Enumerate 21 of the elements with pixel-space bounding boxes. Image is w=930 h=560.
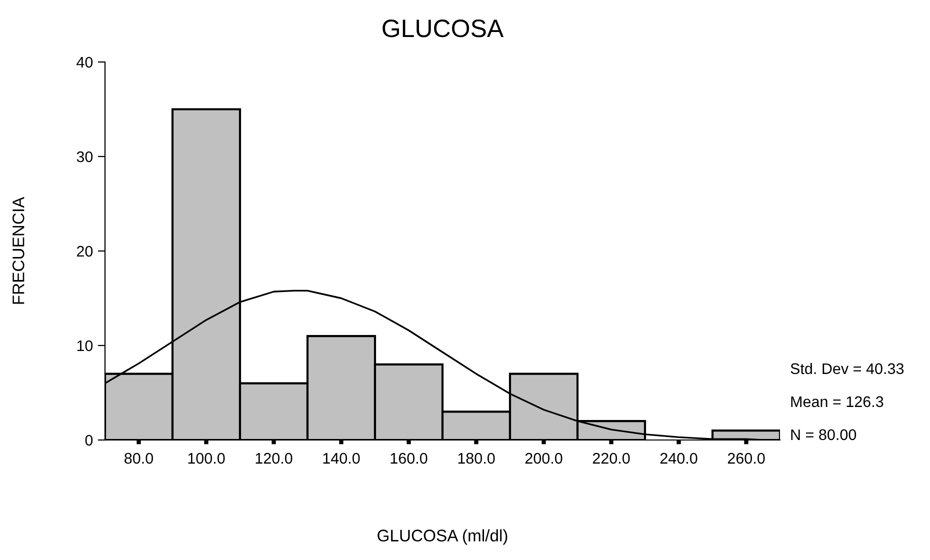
x-tick-label: 220.0 bbox=[592, 452, 630, 464]
x-tick-label: 240.0 bbox=[660, 452, 698, 464]
x-tick-label: 160.0 bbox=[390, 452, 428, 464]
x-tick-label: 140.0 bbox=[323, 452, 360, 464]
y-tick-label: 0 bbox=[85, 434, 93, 446]
y-axis-title: FRECUENCIA bbox=[12, 196, 24, 304]
x-tick-label: 120.0 bbox=[256, 452, 292, 464]
x-tick-label: 260.0 bbox=[728, 452, 765, 464]
y-tick-label: 40 bbox=[76, 56, 93, 68]
y-tick-label: 30 bbox=[76, 151, 93, 162]
y-tick-label: 20 bbox=[76, 246, 93, 257]
y-tick-label: 10 bbox=[77, 340, 93, 352]
text: Mean = 126.3 bbox=[791, 396, 884, 408]
text: N = 80.00 bbox=[791, 429, 856, 440]
x-axis-title: GLUCOSA (ml/dl) bbox=[378, 529, 508, 545]
x-tick-label: 80.0 bbox=[124, 452, 154, 464]
text: Std. Dev = 40.33 bbox=[790, 362, 904, 374]
x-tick-label: 200.0 bbox=[525, 452, 562, 464]
x-tick-label: 180.0 bbox=[458, 452, 495, 464]
chart-title: GLUCOSA bbox=[382, 20, 504, 38]
x-tick-label: 100.0 bbox=[188, 452, 225, 464]
